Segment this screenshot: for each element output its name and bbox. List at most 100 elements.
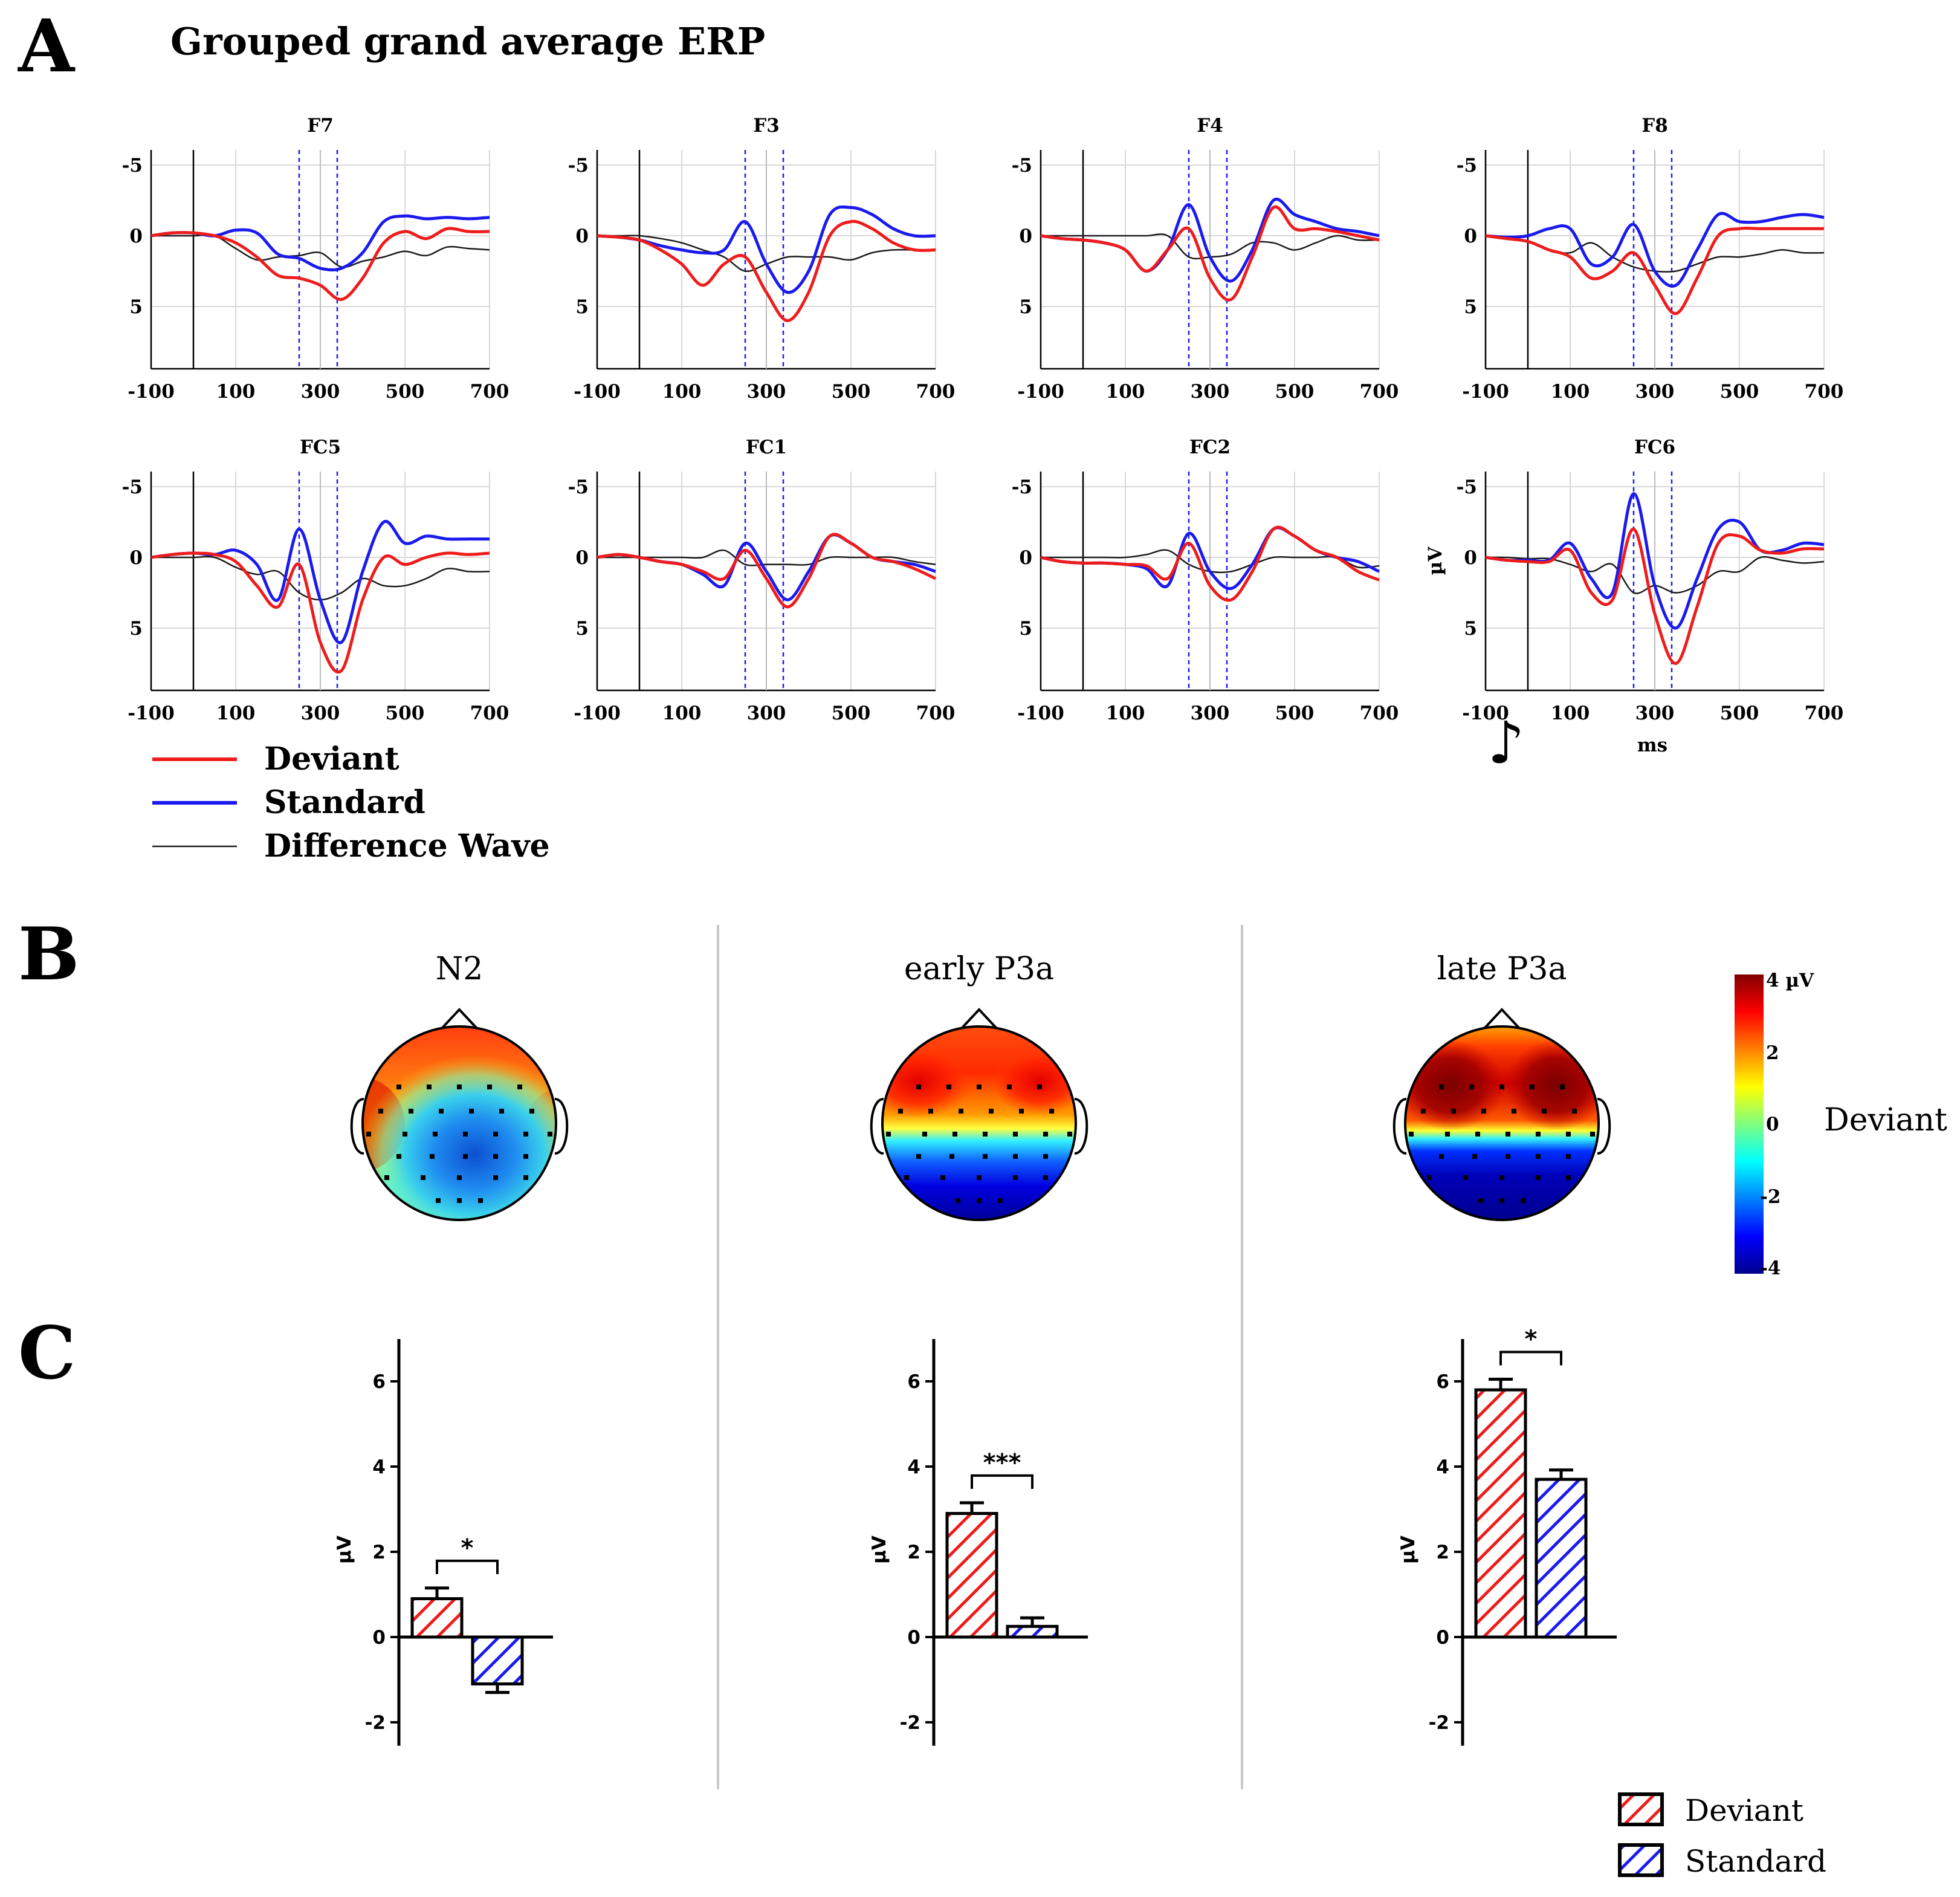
electrode-marker bbox=[998, 1198, 1003, 1203]
erp-y-tick-label: -5 bbox=[122, 476, 143, 498]
erp-series-deviant bbox=[1040, 205, 1380, 302]
erp-x-tick-label: 700 bbox=[1805, 702, 1844, 724]
erp-x-tick-label: 100 bbox=[1551, 702, 1590, 724]
bar-legend-swatch-standard bbox=[1618, 1843, 1664, 1877]
erp-x-tick-label: -100 bbox=[128, 381, 175, 403]
electrode-marker bbox=[1451, 1109, 1456, 1114]
legend-label-standard: Standard bbox=[264, 784, 425, 821]
bar-y-tick-label: 2 bbox=[907, 1542, 920, 1563]
erp-x-tick-label: 300 bbox=[747, 381, 786, 403]
electrode-marker bbox=[1530, 1085, 1535, 1089]
electrode-marker bbox=[463, 1154, 468, 1159]
electrode-marker bbox=[1007, 1085, 1012, 1089]
erp-y-tick-label: -5 bbox=[1012, 155, 1032, 177]
significance-label: * bbox=[461, 1534, 474, 1562]
eighth-note-icon: ♪ bbox=[1487, 709, 1524, 777]
erp-x-tick-label: 500 bbox=[386, 702, 425, 724]
erp-x-tick-label: 100 bbox=[662, 381, 702, 403]
bar-y-tick-label: 2 bbox=[372, 1542, 386, 1563]
erp-x-tick-label: 500 bbox=[1275, 381, 1315, 403]
erp-y-tick-label: 5 bbox=[575, 618, 589, 640]
electrode-marker bbox=[1439, 1085, 1444, 1089]
bar-deviant bbox=[410, 1597, 464, 1639]
topoplot-title-late-p3a: late P3a bbox=[1437, 951, 1567, 987]
electrode-marker bbox=[463, 1132, 468, 1137]
erp-x-tick-label: 500 bbox=[832, 702, 871, 724]
colorbar-tick-neg2: -2 bbox=[1760, 1186, 1780, 1208]
erp-plot-fc5: FC5 -100 100 300 500 700 -5 0 5 bbox=[122, 436, 509, 724]
electrode-marker bbox=[916, 1085, 921, 1089]
erp-x-tick-label: 500 bbox=[1720, 702, 1759, 724]
electrode-marker bbox=[1043, 1132, 1048, 1137]
bar-legend: Deviant Standard bbox=[1618, 1792, 1826, 1879]
bar-y-tick-label: 0 bbox=[372, 1627, 386, 1649]
electrode-marker bbox=[523, 1175, 528, 1180]
electrode-marker bbox=[1469, 1085, 1474, 1089]
erp-x-tick-label: 700 bbox=[470, 702, 509, 724]
electrode-marker bbox=[1409, 1132, 1414, 1137]
electrode-marker bbox=[1463, 1175, 1468, 1180]
colorbar-tick-2: 2 bbox=[1766, 1042, 1779, 1064]
significance-bracket bbox=[971, 1474, 1033, 1489]
electrode-marker bbox=[457, 1085, 462, 1089]
electrode-marker bbox=[977, 1198, 982, 1203]
erp-y-tick-label: -5 bbox=[122, 155, 143, 177]
left-ear-outline bbox=[1392, 1098, 1407, 1155]
electrode-marker bbox=[1043, 1175, 1048, 1180]
legend-label-deviant: Deviant bbox=[264, 741, 399, 777]
electrode-marker bbox=[928, 1109, 933, 1114]
electrode-marker bbox=[493, 1154, 498, 1159]
electrode-marker bbox=[439, 1109, 444, 1114]
erp-y-tick-label: 5 bbox=[1019, 296, 1032, 318]
electrode-marker bbox=[1478, 1198, 1483, 1203]
electrode-marker bbox=[1499, 1198, 1504, 1203]
erp-series-standard bbox=[597, 205, 936, 294]
electrode-marker bbox=[1506, 1132, 1510, 1137]
electrode-marker bbox=[493, 1132, 498, 1137]
erp-y-tick-label: 0 bbox=[129, 225, 143, 247]
erp-x-tick-label: 100 bbox=[1551, 381, 1590, 403]
erp-plot-fc1: FC1 -100 100 300 500 700 -5 0 5 bbox=[568, 436, 956, 724]
erp-channel-title: FC5 bbox=[300, 436, 341, 458]
erp-x-tick-label: 700 bbox=[916, 381, 956, 403]
electrode-marker bbox=[1566, 1175, 1571, 1180]
electrode-marker bbox=[1439, 1154, 1444, 1159]
electrode-marker bbox=[916, 1154, 921, 1159]
erp-plot-f4: F4 -100 100 300 500 700 -5 0 5 bbox=[1012, 115, 1399, 403]
electrode-marker bbox=[898, 1109, 903, 1114]
erp-y-tick-label: 5 bbox=[575, 296, 589, 318]
bar-legend-label-standard: Standard bbox=[1685, 1844, 1826, 1879]
bar-y-tick-label: 0 bbox=[1436, 1627, 1449, 1649]
electrode-marker bbox=[409, 1109, 413, 1114]
electrode-marker bbox=[396, 1154, 401, 1159]
bar-y-tick-label: 6 bbox=[907, 1371, 920, 1393]
bar-charts: 6 4 2 0 -2 µV * 6 4 2 0 -2 µV *** 6 4 2 0 -2 µV * bbox=[334, 1325, 1617, 1746]
erp-series-deviant bbox=[1040, 525, 1380, 602]
electrode-marker bbox=[959, 1109, 963, 1114]
electrode-marker bbox=[1566, 1154, 1571, 1159]
electrode-marker bbox=[1067, 1132, 1072, 1137]
topoplot-title-early-p3a: early P3a bbox=[904, 951, 1054, 987]
erp-y-tick-label: 0 bbox=[575, 225, 589, 247]
erp-x-tick-label: 700 bbox=[916, 702, 956, 724]
significance-bracket bbox=[436, 1559, 499, 1574]
erp-y-tick-label: -5 bbox=[568, 476, 589, 498]
erp-series-deviant bbox=[597, 219, 936, 322]
bar-legend-label-deviant: Deviant bbox=[1685, 1793, 1803, 1828]
topoplot-late-p3a bbox=[1392, 1008, 1611, 1221]
electrode-marker bbox=[956, 1198, 960, 1203]
electrode-marker bbox=[523, 1154, 528, 1159]
electrode-marker bbox=[436, 1198, 441, 1203]
erp-series-difference bbox=[597, 549, 936, 566]
colorbar-gradient bbox=[1735, 974, 1764, 1274]
erp-x-tick-label: 100 bbox=[662, 702, 702, 724]
head-outline bbox=[361, 1025, 557, 1221]
erp-x-tick-label: 500 bbox=[1720, 381, 1759, 403]
erp-y-tick-label: -5 bbox=[1012, 476, 1032, 498]
electrode-marker bbox=[949, 1154, 954, 1159]
topoplot-early-p3a bbox=[870, 1008, 1088, 1221]
erp-x-tick-label: 300 bbox=[301, 702, 340, 724]
bar-y-axis-label: µV bbox=[334, 1535, 355, 1564]
erp-channel-title: FC1 bbox=[746, 436, 787, 458]
left-ear-outline bbox=[350, 1098, 364, 1155]
